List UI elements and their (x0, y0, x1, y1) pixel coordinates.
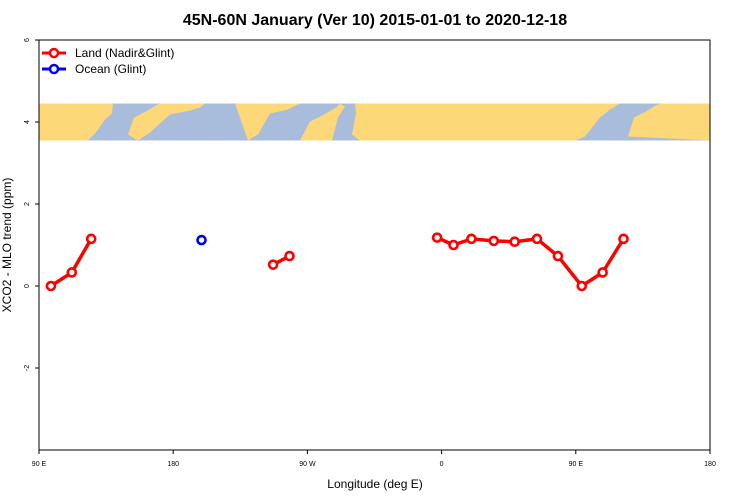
map-land-1 (128, 103, 205, 141)
y-axis-label: XCO2 - MLO trend (ppm) (0, 178, 14, 313)
series-1 (196, 234, 207, 246)
data-point (466, 233, 477, 245)
data-point (431, 232, 443, 243)
map-land-5 (628, 103, 710, 141)
x-tick-label: 180 (167, 461, 179, 468)
map-land-4 (352, 103, 620, 141)
data-point (488, 235, 500, 247)
x-tick-label: 90 W (299, 461, 316, 468)
map-land-3 (300, 103, 345, 141)
data-point (618, 233, 629, 245)
y-tick-label: 0 (24, 284, 31, 288)
y-axis: -2 0 2 4 6 (24, 38, 39, 371)
y-tick-label: 2 (24, 202, 31, 206)
map-land-2 (235, 103, 300, 141)
legend-label: Ocean (Glint) (75, 62, 146, 76)
x-tick-label: 90 E (32, 461, 47, 468)
data-point (284, 250, 295, 262)
map-land-0 (39, 103, 113, 141)
data-point (196, 234, 207, 246)
series-line (49, 237, 93, 288)
data-point (66, 267, 78, 278)
y-tick-label: -2 (24, 365, 31, 371)
x-tick-label: 90 E (569, 461, 584, 468)
data-point (576, 280, 588, 292)
y-tick-label: 6 (24, 38, 31, 42)
map-band (39, 103, 710, 141)
series-layer (45, 232, 629, 292)
plot-frame (38, 39, 711, 451)
legend-marker (48, 63, 60, 75)
data-point (45, 280, 57, 292)
x-axis: 90 E 180 90 W 0 90 E 180 (32, 450, 716, 468)
data-point (267, 259, 279, 270)
data-point (509, 236, 520, 248)
legend-marker (48, 47, 60, 59)
data-point (597, 267, 608, 278)
chart-title: 45N-60N January (Ver 10) 2015-01-01 to 2… (183, 12, 567, 29)
x-tick-label: 0 (440, 461, 444, 468)
data-point (552, 250, 564, 262)
legend: Land (Nadir&Glint) Ocean (Glint) (42, 46, 174, 76)
x-tick-label: 180 (704, 461, 716, 468)
data-point (531, 233, 543, 245)
series-0 (45, 232, 629, 292)
series-line (436, 236, 626, 288)
legend-label: Land (Nadir&Glint) (75, 46, 174, 60)
data-point (448, 239, 459, 251)
data-point (85, 233, 97, 245)
x-axis-label: Longitude (deg E) (327, 477, 422, 491)
y-tick-label: 4 (24, 120, 31, 124)
